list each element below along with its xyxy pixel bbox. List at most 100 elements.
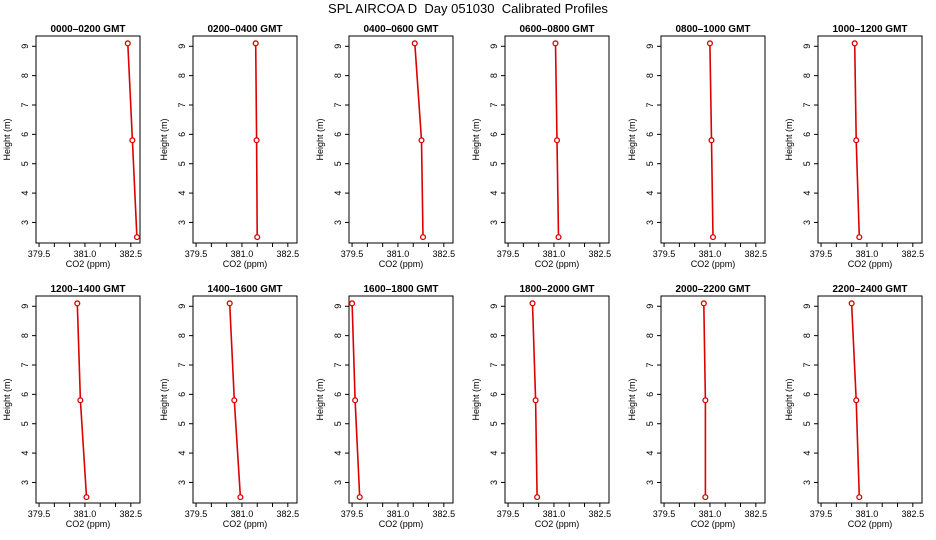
plot-frame [504,35,610,244]
data-point [700,300,707,307]
y-tick-label: 7 [489,362,499,367]
panel-5: 1000–1200 GMT 379.5 381.0 382.5 CO2 (ppm) 3 4 5… [784,24,924,269]
x-axis-label: CO2 (ppm) [379,519,424,529]
y-tick-label: 5 [333,161,343,166]
x-tick-label: 381.0 [699,509,722,519]
panel-title: 1400–1600 GMT [207,284,282,295]
x-axis-label: CO2 (ppm) [691,519,736,529]
data-point [74,300,81,307]
y-tick-label: 7 [20,362,30,367]
y-tick-label: 7 [20,102,30,107]
y-tick-label: 8 [177,333,187,338]
x-axis-label: CO2 (ppm) [379,259,424,269]
y-tick-label: 5 [489,421,499,426]
y-tick-label: 5 [802,421,812,426]
x-axis-label: CO2 (ppm) [223,259,268,269]
data-point [709,234,717,241]
y-tick-label: 6 [802,132,812,137]
plot-frame [348,295,454,504]
y-tick-label: 5 [333,421,343,426]
y-tick-label: 6 [20,392,30,397]
panel-3: 0600–0800 GMT 379.5 381.0 382.5 CO2 (ppm) 3 4 5… [471,24,611,269]
panel-title: 1200–1400 GMT [50,284,125,295]
data-point [702,397,709,404]
panel-9: 1800–2000 GMT 379.5 381.0 382.5 CO2 (ppm) 3 4 5… [471,284,611,529]
y-tick-label: 8 [645,333,655,338]
panel-title: 0000–0200 GMT [50,24,125,35]
panel-10: 2000–2200 GMT 379.5 381.0 382.5 CO2 (ppm) 3 4 5… [627,284,767,529]
y-tick-label: 8 [20,333,30,338]
x-tick-label: 379.5 [497,249,520,259]
panel-7: 1400–1600 GMT 379.5 381.0 382.5 CO2 (ppm) 3 4 5… [159,284,299,529]
data-point [418,137,425,144]
y-tick-label: 4 [645,191,655,196]
x-tick-label: 382.5 [745,509,768,519]
y-tick-label: 3 [489,480,499,485]
y-tick-label: 7 [802,362,812,367]
data-point [356,494,363,501]
data-point [552,40,559,47]
data-point [237,494,244,501]
y-tick-label: 9 [645,44,655,49]
data-point [856,234,863,241]
y-tick-label: 6 [802,392,812,397]
data-point [555,234,562,241]
plot-frame [660,35,766,244]
plot-frame [35,35,141,244]
y-axis-label: Height (m) [627,118,637,160]
x-axis-label: CO2 (ppm) [66,519,111,529]
panel-4: 0800–1000 GMT 379.5 381.0 382.5 CO2 (ppm) 3 4 5… [627,24,767,269]
y-tick-label: 5 [177,161,187,166]
plot-frame [35,295,141,504]
x-tick-label: 381.0 [543,509,566,519]
y-tick-label: 9 [802,304,812,309]
panel-title: 2000–2200 GMT [675,284,750,295]
y-tick-label: 9 [489,304,499,309]
y-tick-label: 9 [489,44,499,49]
data-point [77,397,84,404]
y-tick-label: 7 [802,102,812,107]
y-tick-label: 7 [333,362,343,367]
x-tick-label: 381.0 [74,509,97,519]
x-tick-label: 381.0 [856,249,879,259]
y-tick-label: 6 [645,392,655,397]
x-axis-label: CO2 (ppm) [535,519,580,529]
y-tick-label: 8 [489,333,499,338]
y-tick-label: 4 [645,451,655,456]
data-point [253,137,260,144]
y-tick-label: 4 [489,451,499,456]
panel-title: 0600–0800 GMT [519,24,594,35]
y-tick-label: 9 [333,304,343,309]
y-axis-label: Height (m) [471,378,481,420]
y-tick-label: 6 [177,392,187,397]
plot-frame [817,35,923,244]
x-tick-label: 382.5 [433,249,456,259]
y-tick-label: 8 [20,73,30,78]
y-tick-label: 4 [333,451,343,456]
y-tick-label: 4 [802,451,812,456]
y-tick-label: 3 [333,220,343,225]
x-tick-label: 379.5 [653,509,676,519]
y-tick-label: 8 [802,73,812,78]
x-tick-label: 379.5 [653,249,676,259]
y-tick-label: 3 [645,220,655,225]
y-tick-label: 4 [802,191,812,196]
panel-title: 0200–0400 GMT [207,24,282,35]
data-point [411,40,418,47]
y-tick-label: 7 [489,102,499,107]
y-tick-label: 3 [489,220,499,225]
data-point [856,494,863,501]
data-point [532,397,539,404]
data-point [226,300,233,307]
y-tick-label: 5 [20,421,30,426]
y-tick-label: 4 [333,191,343,196]
y-tick-label: 7 [177,362,187,367]
x-axis-label: CO2 (ppm) [848,519,893,529]
y-tick-label: 9 [802,44,812,49]
data-point [706,40,713,47]
data-point [419,234,427,241]
plot-frame [192,295,298,504]
y-tick-label: 8 [802,333,812,338]
y-tick-label: 9 [20,304,30,309]
